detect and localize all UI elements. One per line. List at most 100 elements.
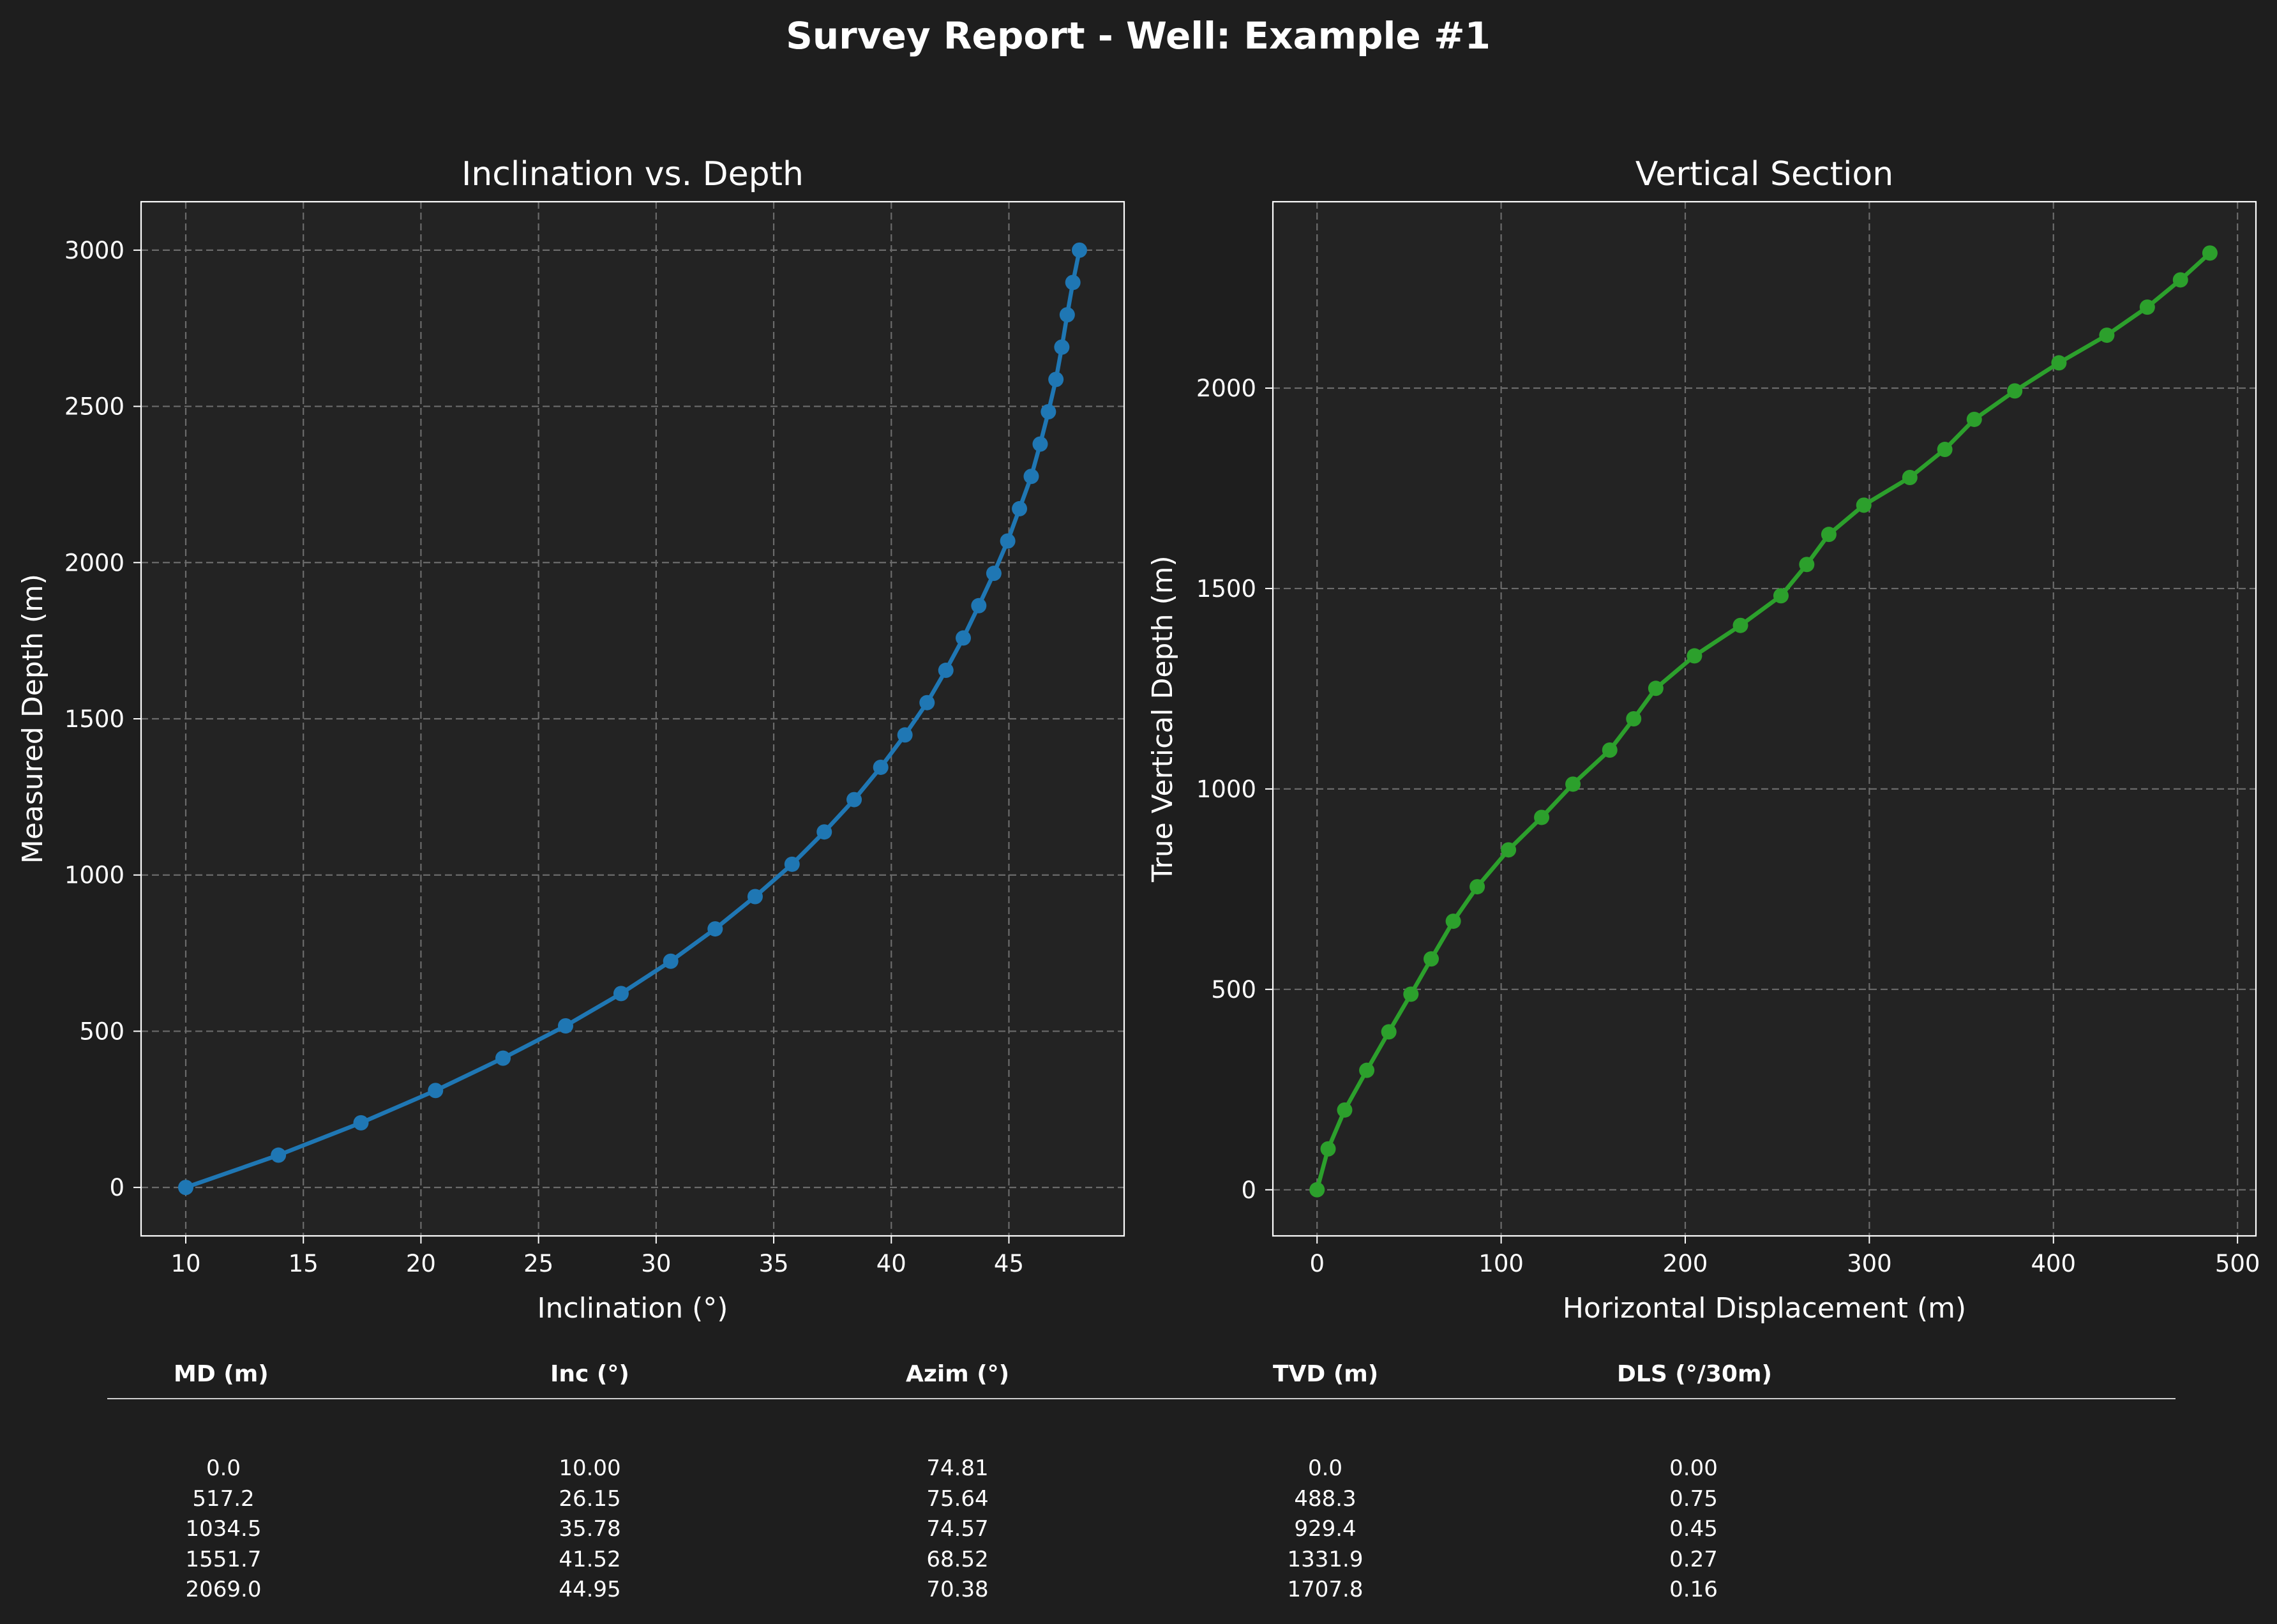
table-cell: 1034.5 [185, 1516, 262, 1542]
y-tick-label: 3000 [64, 237, 124, 264]
inclination-data-point [1041, 403, 1056, 419]
section-data-point [1648, 680, 1664, 696]
table-cell: 0.0 [1307, 1455, 1343, 1481]
table-cell: 70.38 [926, 1577, 989, 1602]
table-cell: 44.95 [559, 1577, 621, 1602]
inclination-data-point [707, 921, 723, 937]
y-tick-label: 2000 [1196, 375, 1256, 402]
x-tick-label: 30 [641, 1250, 671, 1277]
inclination-data-point [1059, 307, 1075, 323]
inclination-data-point [1000, 533, 1016, 549]
table-cell: 1331.9 [1287, 1546, 1364, 1572]
table-cell: 35.78 [559, 1516, 621, 1542]
vertical-section-panel: 0 100 200 300 400 500 0 500 1000 1500 2000 Vertical… [1146, 155, 2260, 1325]
y-tick-label: 500 [1211, 976, 1256, 1004]
inclination-data-point [919, 695, 935, 710]
x-tick-label: 0 [1309, 1250, 1325, 1277]
section-data-point [1821, 527, 1837, 543]
inclination-data-point [873, 759, 889, 775]
y-tick-label: 2500 [64, 393, 124, 421]
inclination-data-point [613, 986, 629, 1002]
table-cell: 929.4 [1294, 1516, 1356, 1542]
inclination-data-point [1012, 500, 1028, 516]
x-axis-label: Horizontal Displacement (m) [1563, 1292, 1966, 1325]
section-data-point [1856, 497, 1872, 513]
inclination-data-point [558, 1018, 573, 1034]
inclination-data-point [747, 889, 763, 905]
y-tick-label: 0 [109, 1174, 124, 1201]
inclination-data-point [1048, 372, 1064, 387]
section-data-point [1565, 776, 1581, 792]
section-data-point [1687, 648, 1702, 664]
table-cell: 0.16 [1669, 1577, 1718, 1602]
section-data-point [2139, 299, 2155, 315]
table-cell: 0.00 [1669, 1455, 1718, 1481]
section-data-point [2051, 355, 2067, 371]
inclination-data-point [663, 953, 679, 969]
table-header-cell: TVD (m) [1273, 1361, 1379, 1387]
inclination-data-point [178, 1180, 193, 1196]
inclination-data-point [495, 1050, 511, 1066]
table-header-cell: MD (m) [174, 1361, 269, 1387]
table-cell: 26.15 [559, 1485, 621, 1512]
table-header-cell: Inc (°) [550, 1361, 629, 1387]
table-cell: 2069.0 [185, 1577, 262, 1602]
inclination-data-point [1023, 469, 1039, 485]
section-data-point [1501, 842, 1517, 858]
inclination-data-point [1032, 436, 1048, 452]
table-cell: 75.64 [926, 1485, 989, 1512]
chart-title: Vertical Section [1635, 155, 1893, 193]
inclination-data-point [784, 856, 800, 872]
section-data-point [1469, 879, 1485, 895]
y-tick-label: 1000 [64, 862, 124, 889]
table-cell: 74.81 [926, 1455, 989, 1481]
section-data-point [1320, 1141, 1336, 1157]
section-data-point [1799, 557, 1815, 573]
x-tick-label: 40 [876, 1250, 906, 1277]
section-data-point [2099, 327, 2115, 343]
inclination-data-point [971, 598, 987, 613]
y-tick-label: 2000 [64, 549, 124, 576]
section-data-point [1937, 442, 1953, 458]
table-cell: 488.3 [1294, 1485, 1356, 1512]
table-cell: 74.57 [926, 1516, 989, 1542]
x-tick-label: 300 [1847, 1250, 1892, 1277]
inclination-vs-depth-panel: 10 15 20 25 30 35 40 45 0 500 1000 1500 2000 2500 3000… [17, 155, 1125, 1325]
inclination-data-point [938, 663, 954, 679]
section-data-point [1337, 1102, 1353, 1118]
section-data-point [1534, 809, 1550, 825]
section-data-point [1966, 411, 1982, 427]
x-tick-label: 20 [406, 1250, 436, 1277]
section-data-point [1403, 986, 1419, 1002]
table-cell: 517.2 [192, 1485, 255, 1512]
inclination-data-point [897, 727, 913, 743]
inclination-data-point [271, 1147, 287, 1163]
y-tick-label: 1500 [1196, 575, 1256, 603]
inclination-data-point [353, 1115, 369, 1131]
x-tick-label: 400 [2031, 1250, 2076, 1277]
section-data-point [2172, 272, 2188, 288]
section-data-point [1626, 711, 1642, 726]
inclination-data-point [428, 1083, 444, 1099]
y-tick-label: 1000 [1196, 776, 1256, 803]
table-cell: 0.45 [1669, 1516, 1718, 1542]
table-cell: 0.75 [1669, 1485, 1718, 1512]
x-tick-label: 10 [170, 1250, 200, 1277]
section-data-point [1732, 617, 1748, 633]
y-axis-label: True Vertical Depth (m) [1146, 555, 1179, 882]
y-tick-label: 0 [1241, 1177, 1256, 1204]
y-tick-label: 1500 [64, 705, 124, 733]
table-cell: 41.52 [559, 1546, 621, 1572]
inclination-data-point [816, 824, 832, 840]
x-tick-label: 500 [2215, 1250, 2260, 1277]
x-tick-label: 25 [523, 1250, 553, 1277]
section-data-point [2007, 383, 2023, 399]
x-tick-label: 100 [1478, 1250, 1524, 1277]
x-tick-label: 45 [994, 1250, 1024, 1277]
inclination-data-point [1065, 274, 1081, 290]
x-axis-label: Inclination (°) [537, 1292, 728, 1325]
x-tick-label: 15 [289, 1250, 319, 1277]
y-tick-label: 500 [79, 1018, 124, 1045]
